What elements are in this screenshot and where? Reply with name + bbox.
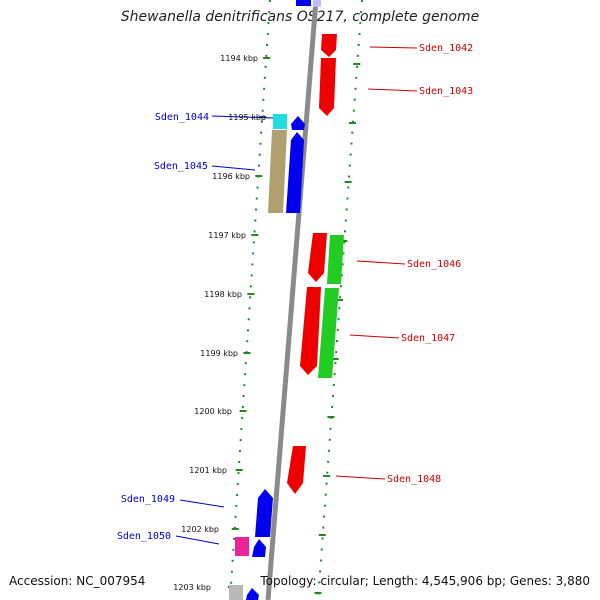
gene-label-sden-1045[interactable]: Sden_1045: [154, 161, 208, 172]
scale-label: 1196 kbp: [212, 172, 250, 181]
inner-guide-line-left: [229, 0, 271, 600]
scale-label: 1201 kbp: [189, 466, 227, 475]
gene-label-sden-1042[interactable]: Sden_1042: [419, 43, 473, 54]
leader-sden-1047: [349, 334, 400, 339]
gene-label-sden-1048[interactable]: Sden_1048: [387, 474, 441, 485]
leader-sden-1045: [211, 165, 256, 171]
gene-feature-small-blue[interactable]: [291, 116, 305, 130]
gene-feature-blue-bottom[interactable]: [246, 588, 259, 600]
accession-text: Accession: NC_007954: [9, 574, 146, 588]
scale-label: 1197 kbp: [208, 231, 246, 240]
gene-label-sden-1046[interactable]: Sden_1046: [407, 259, 461, 270]
gene-feature-sden-1049[interactable]: [255, 489, 273, 537]
genome-backbone-axis: [265, 0, 319, 600]
gene-labels: Sden_1044 Sden_1045 Sden_1049 Sden_1050 …: [117, 43, 473, 542]
scale-labels: 1194 kbp 1195 kbp 1196 kbp 1197 kbp 1198…: [173, 54, 266, 592]
scale-label: 1200 kbp: [194, 407, 232, 416]
gene-feature-sden-1045[interactable]: [268, 130, 287, 213]
gene-feature-sden-1046[interactable]: [308, 233, 327, 282]
gene-feature-sden-1047-green[interactable]: [318, 288, 339, 378]
leader-sden-1042: [369, 46, 418, 49]
gene-feature-sden-1047[interactable]: [300, 287, 321, 375]
scale-label: 1194 kbp: [220, 54, 258, 63]
gene-features: [229, 0, 344, 600]
gene-feature-blue-arrow-1[interactable]: [286, 132, 304, 213]
gene-feature-sden-1043[interactable]: [319, 58, 336, 116]
scale-label: 1195 kbp: [228, 113, 266, 122]
leader-sden-1049: [179, 499, 225, 508]
outer-guide-line-right: [317, 0, 363, 600]
gene-label-sden-1047[interactable]: Sden_1047: [401, 333, 455, 344]
gene-label-sden-1050[interactable]: Sden_1050: [117, 531, 171, 542]
scale-label: 1198 kbp: [204, 290, 242, 299]
scale-label: 1199 kbp: [200, 349, 238, 358]
leader-sden-1046: [356, 260, 406, 265]
gene-feature-sden-1050[interactable]: [235, 537, 249, 556]
leader-sden-1048: [335, 475, 386, 480]
gene-feature-sden-1046-green[interactable]: [327, 235, 344, 284]
gene-block-partial-top[interactable]: [296, 0, 311, 6]
gene-block-partial-top-light[interactable]: [313, 0, 321, 7]
leader-sden-1050: [175, 535, 220, 545]
leader-sden-1044: [211, 115, 274, 119]
gene-label-sden-1049[interactable]: Sden_1049: [121, 494, 175, 505]
genome-summary-text: Topology: circular; Length: 4,545,906 bp…: [260, 574, 590, 588]
leader-sden-1043: [367, 88, 418, 92]
gene-feature-sden-1044[interactable]: [273, 114, 287, 129]
gene-feature-grey-bottom[interactable]: [229, 585, 243, 600]
gene-feature-small-blue-2[interactable]: [252, 539, 266, 557]
gene-label-sden-1043[interactable]: Sden_1043: [419, 86, 473, 97]
genome-title: Shewanella denitrificans OS217, complete…: [120, 9, 480, 25]
scale-label: 1202 kbp: [181, 525, 219, 534]
gene-feature-sden-1042[interactable]: [321, 34, 337, 57]
gene-label-sden-1044[interactable]: Sden_1044: [155, 112, 209, 123]
gene-feature-sden-1048[interactable]: [287, 446, 306, 494]
scale-label: 1203 kbp: [173, 583, 211, 592]
label-leader-lines: [175, 46, 418, 545]
